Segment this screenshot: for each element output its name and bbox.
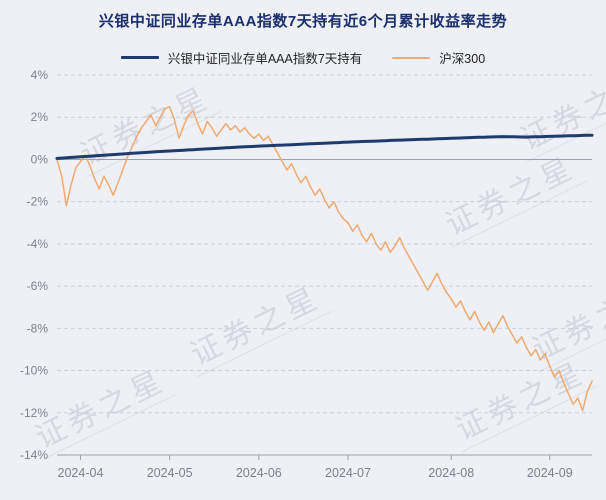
y-tick-label: -10% (20, 364, 48, 378)
watermark-line (41, 393, 178, 461)
y-tick-label: 2% (31, 110, 49, 124)
y-tick-label: -4% (27, 237, 49, 251)
watermark-line (196, 310, 333, 378)
legend-item-fund: 兴银中证同业存单AAA指数7天持有 (120, 48, 363, 67)
x-tick-label: 2024-06 (236, 466, 282, 480)
y-tick-label: -14% (20, 448, 48, 462)
watermark-line (538, 305, 606, 373)
legend-label-hs300: 沪深300 (439, 52, 486, 66)
watermark: 证券之星 (441, 151, 581, 242)
watermark: 证券之星 (31, 364, 171, 455)
x-tick-label: 2024-07 (325, 466, 371, 480)
hs300-line-swatch (392, 56, 431, 59)
watermark: 证券之星 (76, 81, 216, 172)
chart-title: 兴银中证同业存单AAA指数7天持有近6个月累计收益率走势 (98, 13, 508, 30)
x-tick-label: 2024-09 (527, 466, 573, 480)
y-tick-label: -2% (27, 195, 49, 209)
watermark-line (451, 180, 588, 248)
watermark: 证券之星 (186, 281, 326, 372)
fund-line (55, 133, 594, 160)
y-tick-label: -6% (27, 279, 49, 293)
y-tick-label: 4% (31, 68, 49, 82)
fund-line-swatch (120, 56, 159, 59)
watermark: 证券之星 (516, 66, 606, 157)
x-tick-label: 2024-04 (58, 466, 104, 480)
legend: 兴银中证同业存单AAA指数7天持有 沪深300 (0, 48, 606, 67)
legend-label-fund: 兴银中证同业存单AAA指数7天持有 (167, 52, 363, 66)
watermark: 证券之星 (451, 356, 591, 447)
watermark: 证券之星 (528, 276, 606, 367)
y-tick-label: -12% (20, 406, 48, 420)
watermark-line (461, 385, 598, 453)
watermark-line (526, 95, 606, 163)
x-tick-label: 2024-08 (428, 466, 474, 480)
y-tick-label: 0% (31, 152, 49, 166)
legend-item-hs300: 沪深300 (392, 48, 485, 67)
y-tick-label: -8% (27, 321, 49, 335)
watermark-line (86, 110, 223, 178)
x-tick-label: 2024-05 (147, 466, 193, 480)
hs300-line (56, 105, 593, 412)
